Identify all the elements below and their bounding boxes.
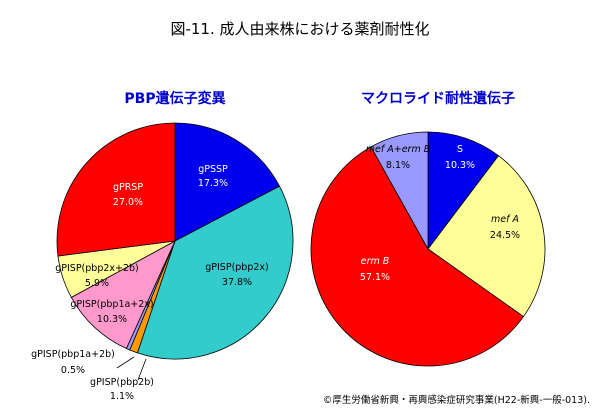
pie2-label-pct: 24.5% xyxy=(490,230,520,241)
pie1-slice-slice-0 xyxy=(174,122,281,242)
leader-line xyxy=(116,356,135,369)
pie2-label-pct: 10.3% xyxy=(445,160,475,171)
pie1-slice-slice-1 xyxy=(136,185,294,360)
pie1-label-name: gPISP(pbp2x) xyxy=(205,262,269,273)
pie1-slice-slice-4 xyxy=(70,240,176,350)
pie2-title: マクロライド耐性遺伝子 xyxy=(361,91,515,107)
pie1-label-name: gPISP(pbp1a+2x) xyxy=(70,299,153,310)
pie1-label-name: gPISP(pbp1a+2b) xyxy=(31,349,115,360)
pie2-label-name: erm B xyxy=(361,256,390,267)
footer-credit: ©厚生労働省新興・再興感染症研究事業(H22-新興-一般-013). xyxy=(322,395,590,406)
pie1-label-name: gPISP(pbp2b) xyxy=(90,377,154,388)
pie2-label-pct: 57.1% xyxy=(360,272,390,283)
pie2-slice-slice-3 xyxy=(370,131,429,251)
pie1-label-name: gPRSP xyxy=(113,182,143,193)
pie2-label-name: mef A+erm B xyxy=(366,144,430,155)
pie1 xyxy=(56,122,294,360)
pie1-title: PBP遺伝子変異 xyxy=(124,91,226,107)
pie1-label-pct: 1.1% xyxy=(110,391,134,402)
pie2-label-name: S xyxy=(457,144,463,155)
figure-title: 図-11. 成人由来株における薬剤耐性化 xyxy=(170,20,430,38)
pie1-slice-slice-6 xyxy=(56,122,176,257)
pie1-label-name: gPSSP xyxy=(198,164,228,175)
pie2-slice-slice-0 xyxy=(427,131,500,251)
pie1-label-name: gPISP(pbp2x+2b) xyxy=(55,263,139,274)
pie1-label-pct: 0.5% xyxy=(61,365,85,376)
pie2 xyxy=(310,131,546,367)
pie2-slice-slice-1 xyxy=(427,155,546,318)
pie2-slice-slice-2 xyxy=(310,146,525,367)
pie2-label-name: mef A xyxy=(491,214,519,225)
pie1-label-pct: 27.0% xyxy=(113,197,143,208)
pie1-label-pct: 37.8% xyxy=(222,277,252,288)
pie1-label-pct: 10.3% xyxy=(97,314,127,325)
pie1-label-pct: 5.9% xyxy=(85,278,109,289)
pie1-label-pct: 17.3% xyxy=(198,178,228,189)
pie2-label-pct: 8.1% xyxy=(386,160,410,171)
leader-line xyxy=(137,358,147,381)
